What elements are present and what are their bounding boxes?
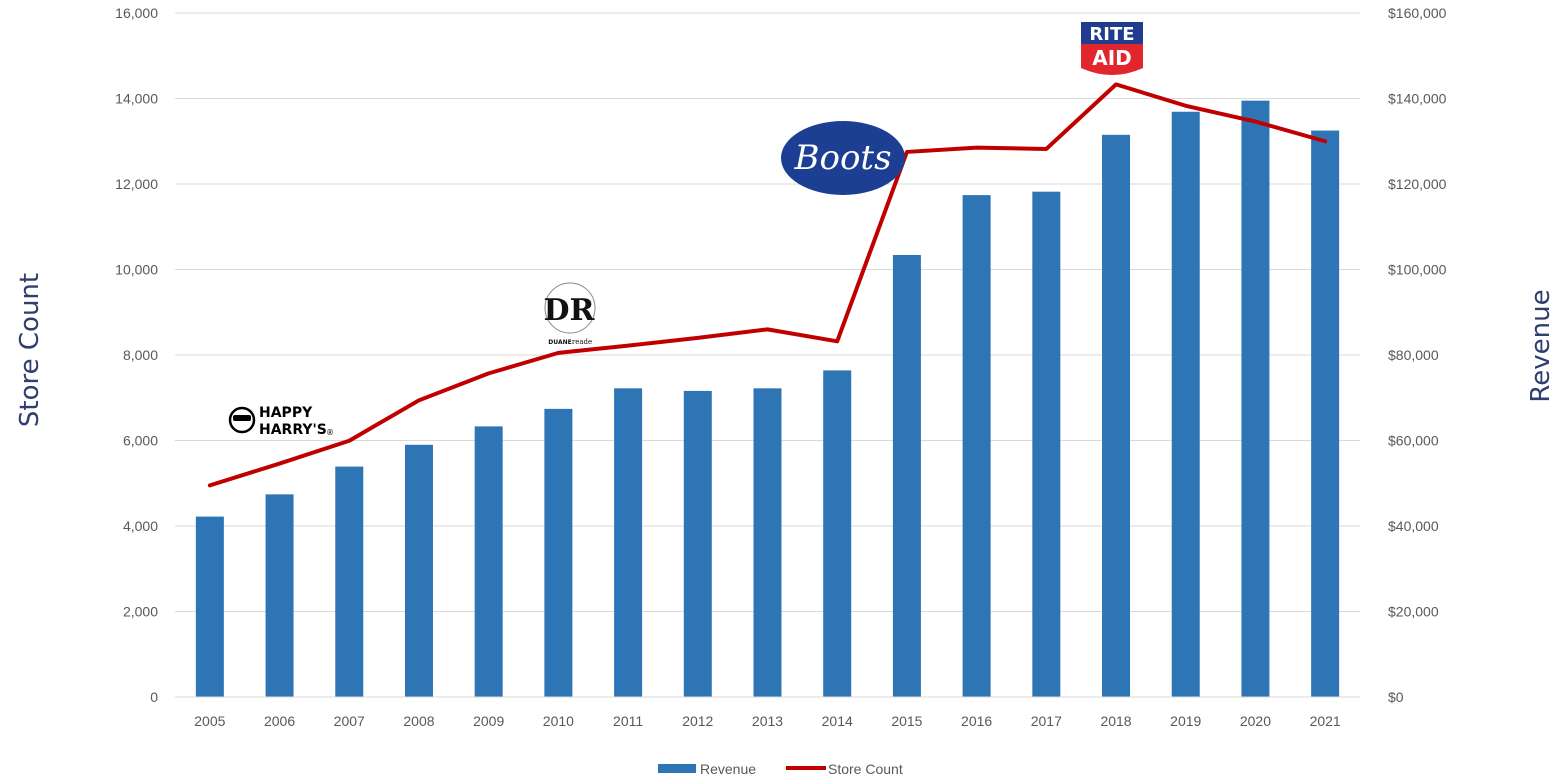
right-tick-label: $140,000 <box>1388 91 1447 107</box>
x-tick-label: 2005 <box>194 713 225 729</box>
revenue-bar <box>1311 130 1340 697</box>
left-tick-label: 6,000 <box>123 433 158 449</box>
revenue-bar <box>892 254 921 697</box>
x-tick-label: 2012 <box>682 713 713 729</box>
revenue-bar <box>962 195 991 698</box>
duane-reade-logo: DR DUANE reade <box>544 282 596 346</box>
happy-harrys-line1: HAPPY <box>259 405 313 421</box>
right-axis-ticks: $0 $20,000 $40,000 $60,000 $80,000 $100,000 $1… <box>1388 5 1447 705</box>
x-tick-label: 2010 <box>543 713 574 729</box>
left-tick-label: 12,000 <box>115 176 158 192</box>
revenue-bar <box>195 516 224 697</box>
left-axis-title: Store Count <box>15 273 45 427</box>
duane-reade-word1: DUANE <box>548 339 571 346</box>
hair-icon <box>231 408 253 414</box>
revenue-bar <box>614 388 643 697</box>
right-tick-label: $160,000 <box>1388 5 1447 21</box>
duane-reade-word2: reade <box>572 338 592 346</box>
x-tick-label: 2008 <box>403 713 434 729</box>
happy-harrys-logo: HAPPY HARRY'S ® <box>228 405 334 438</box>
x-tick-label: 2009 <box>473 713 504 729</box>
left-tick-label: 10,000 <box>115 262 158 278</box>
x-tick-label: 2021 <box>1310 713 1341 729</box>
boots-logo: Boots <box>781 121 905 195</box>
x-tick-label: 2014 <box>822 713 853 729</box>
rite-aid-line2: AID <box>1092 46 1132 70</box>
x-tick-label: 2017 <box>1031 713 1062 729</box>
legend-revenue-label: Revenue <box>700 761 756 777</box>
left-tick-label: 14,000 <box>115 91 158 107</box>
duane-reade-ring <box>544 282 596 334</box>
glasses-icon <box>233 415 251 421</box>
right-tick-label: $60,000 <box>1388 433 1439 449</box>
x-tick-label: 2018 <box>1100 713 1131 729</box>
revenue-bar <box>1241 100 1270 697</box>
left-axis-ticks: 0 2,000 4,000 6,000 8,000 10,000 12,000 14,000 1… <box>115 5 158 705</box>
x-tick-label: 2019 <box>1170 713 1201 729</box>
right-tick-label: $80,000 <box>1388 347 1439 363</box>
left-tick-label: 4,000 <box>123 518 158 534</box>
right-tick-label: $40,000 <box>1388 518 1439 534</box>
revenue-bar <box>823 370 852 697</box>
x-tick-label: 2013 <box>752 713 783 729</box>
legend-revenue-swatch <box>658 764 696 773</box>
left-tick-label: 2,000 <box>123 604 158 620</box>
revenue-bar <box>335 466 364 697</box>
store-count-line <box>207 82 1328 488</box>
x-tick-label: 2006 <box>264 713 295 729</box>
rite-aid-top-block <box>1081 22 1143 44</box>
revenue-bar <box>265 494 294 697</box>
rite-aid-logo: RITE AID <box>1081 22 1143 75</box>
left-tick-label: 0 <box>150 689 158 705</box>
right-tick-label: $20,000 <box>1388 604 1439 620</box>
x-tick-label: 2011 <box>613 713 643 729</box>
right-tick-label: $0 <box>1388 689 1404 705</box>
x-tick-label: 2015 <box>891 713 922 729</box>
x-tick-label: 2007 <box>334 713 365 729</box>
boots-wordmark: Boots <box>793 138 891 178</box>
rite-aid-bottom-block <box>1081 44 1143 75</box>
revenue-bars <box>195 100 1340 698</box>
duane-reade-monogram: DR <box>544 293 596 328</box>
left-tick-label: 8,000 <box>123 347 158 363</box>
happy-harrys-line2: HARRY'S <box>259 422 327 438</box>
left-tick-label: 16,000 <box>115 5 158 21</box>
registered-mark: ® <box>326 428 334 437</box>
revenue-bar <box>544 408 573 697</box>
revenue-bar <box>474 426 503 697</box>
revenue-bar <box>1171 111 1200 697</box>
x-axis-ticks: 2005 2006 2007 2008 2009 2010 2011 2012 2013 2014… <box>194 713 1341 729</box>
boots-oval <box>781 121 905 195</box>
revenue-bar <box>753 388 782 697</box>
right-axis-title: Revenue <box>1526 289 1556 402</box>
x-tick-label: 2020 <box>1240 713 1271 729</box>
revenue-bar <box>683 390 712 697</box>
revenue-bar <box>404 444 433 697</box>
revenue-bar <box>1032 191 1061 697</box>
revenue-bar <box>1102 134 1131 697</box>
rite-aid-line1: RITE <box>1089 24 1134 45</box>
legend: Revenue Store Count <box>658 761 903 777</box>
right-tick-label: $120,000 <box>1388 176 1447 192</box>
legend-store-count-label: Store Count <box>828 761 903 777</box>
x-tick-label: 2016 <box>961 713 992 729</box>
right-tick-label: $100,000 <box>1388 262 1447 278</box>
